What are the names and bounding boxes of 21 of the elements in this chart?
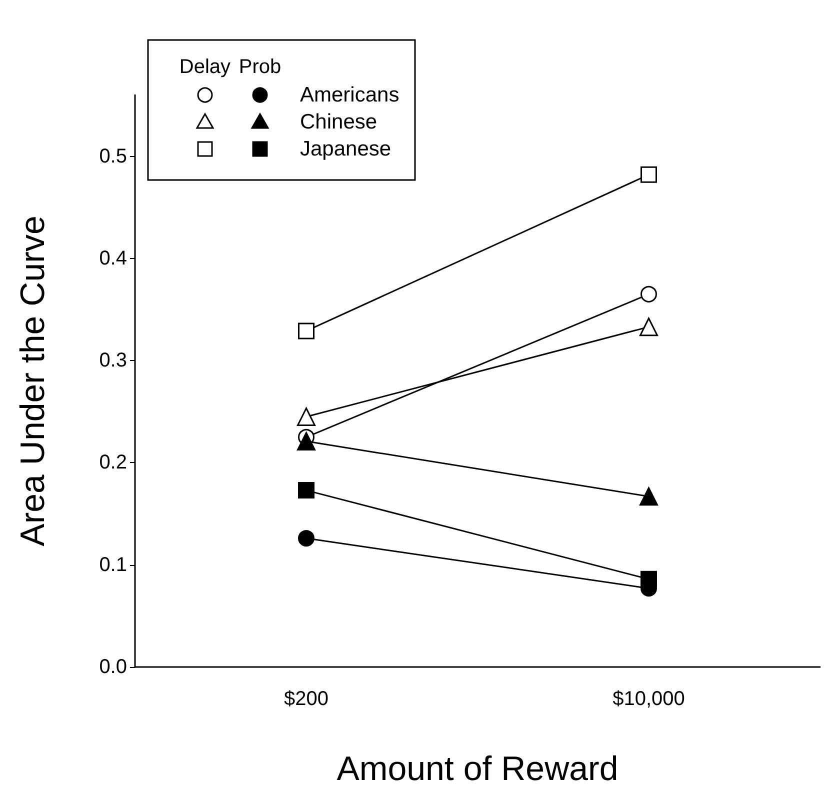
y-tick-label: 0.1: [99, 554, 127, 576]
point: [640, 286, 657, 302]
text: Prob: [238, 56, 282, 78]
point: [298, 322, 314, 340]
point: [298, 530, 314, 547]
point: [640, 166, 657, 183]
x-tick-label: $10,000: [612, 688, 685, 710]
legend-label: Japanese: [300, 138, 392, 160]
text: Delay: [179, 56, 231, 78]
y-tick-label: 0.3: [99, 350, 127, 372]
point: [640, 570, 657, 588]
y-axis-title: Area Under the Curve: [14, 216, 52, 546]
y-tick-label: 0.4: [99, 247, 127, 270]
legend-label: Chinese: [300, 110, 378, 134]
x-tick-label: $200: [284, 688, 328, 710]
point: [298, 482, 314, 499]
y-tick-label: 0.5: [99, 145, 127, 168]
x-axis-title: Amount of Reward: [336, 750, 618, 788]
legend-label: Americans: [300, 84, 400, 106]
y-tick-label: 0.2: [99, 452, 127, 474]
y-tick-label: 0.0: [99, 656, 127, 678]
